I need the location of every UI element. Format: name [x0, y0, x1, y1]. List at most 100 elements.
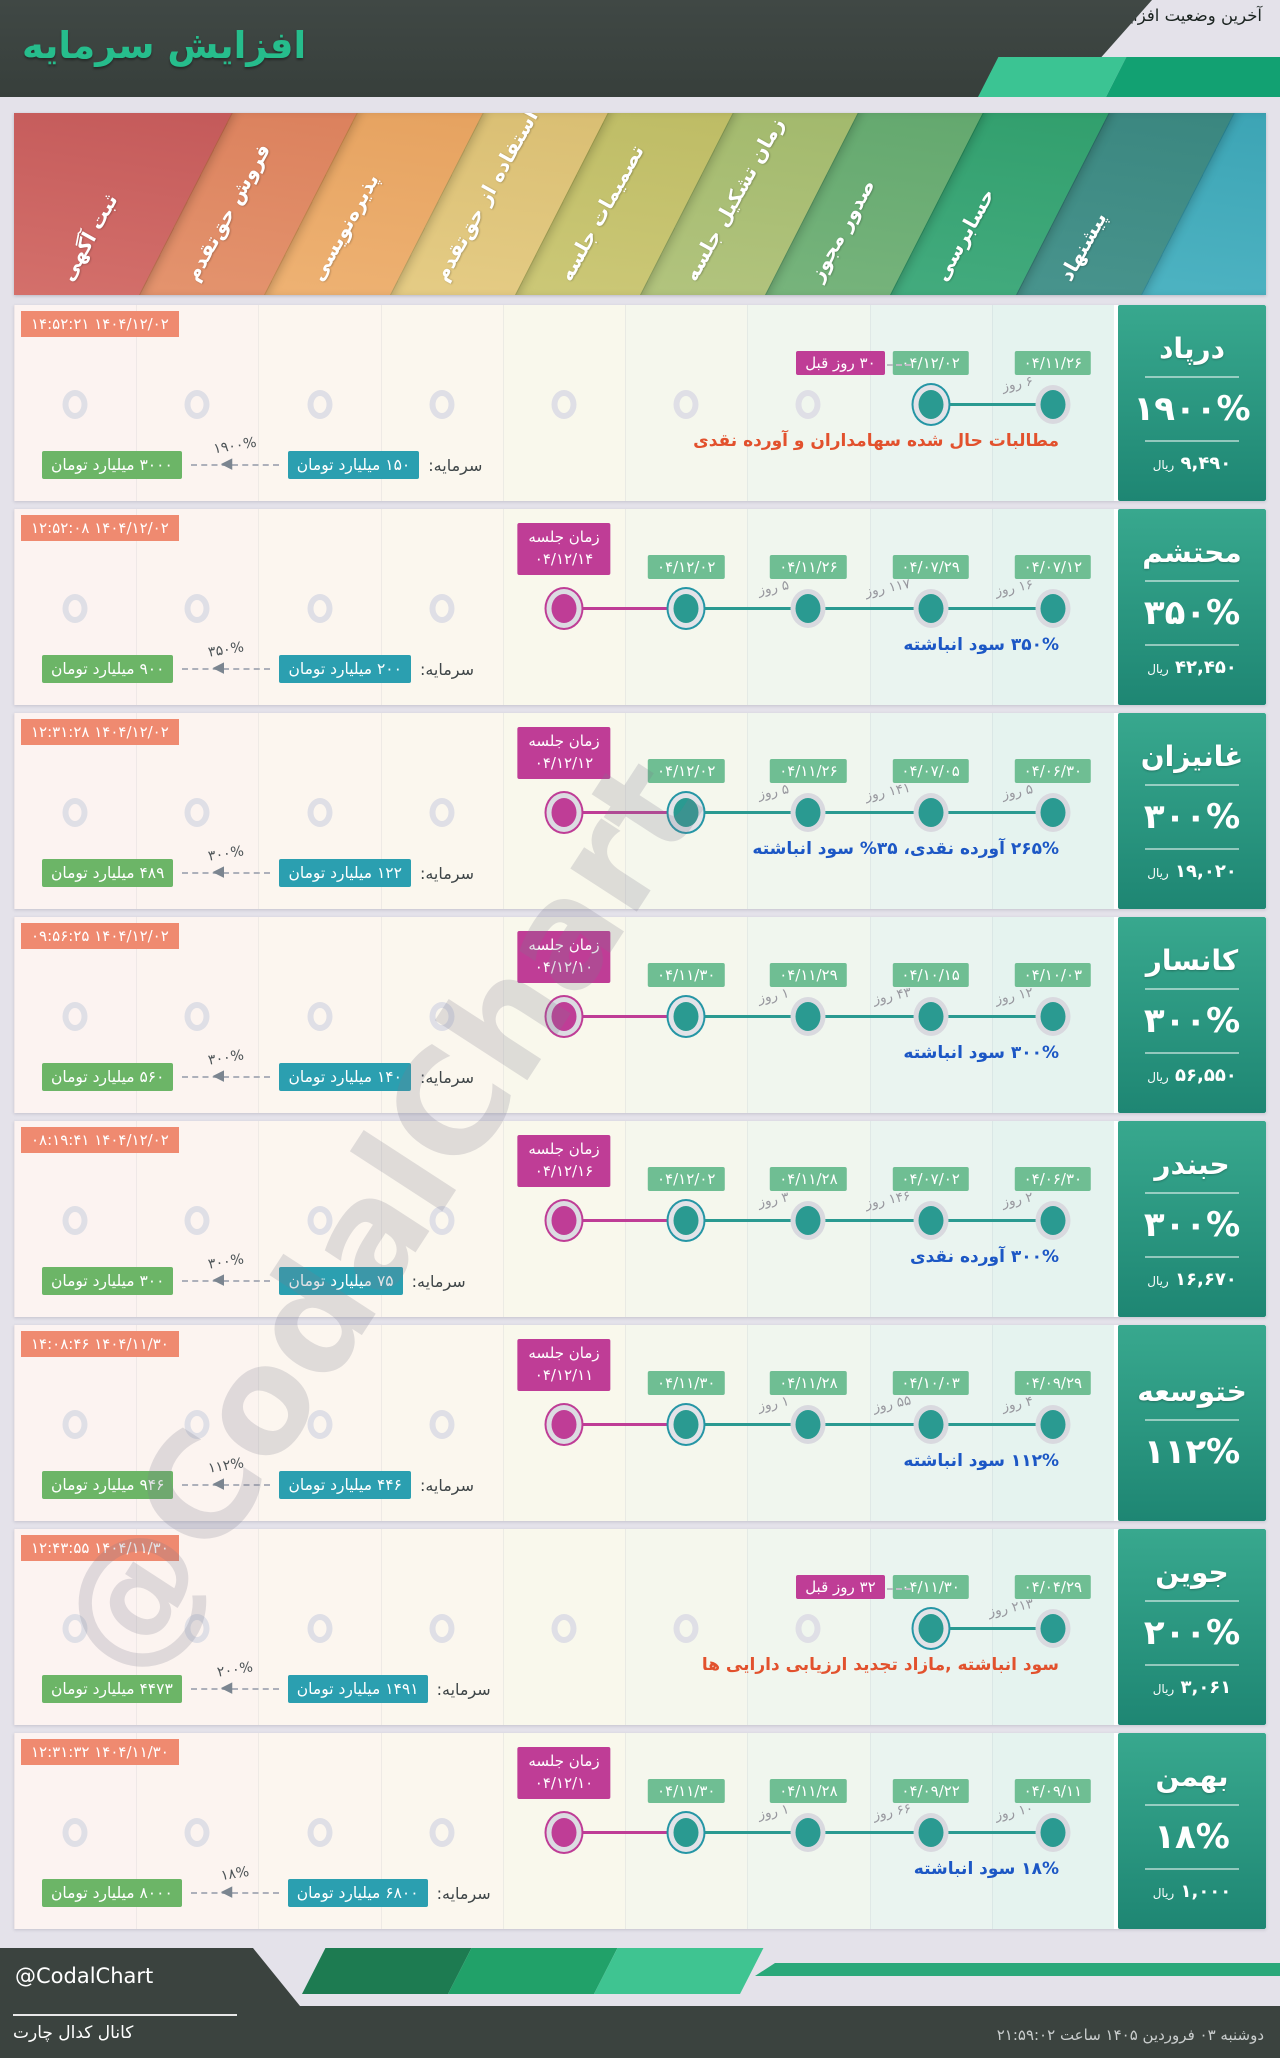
- meeting-date-badge: زمان جلسه ۰۴/۱۲/۱۰: [517, 1747, 611, 1799]
- event-date-badge: ۰۴/۱۱/۲۶: [770, 759, 847, 783]
- timeline-dot: [795, 1002, 821, 1031]
- event-date-badge: ۰۴/۰۷/۰۵: [892, 759, 969, 783]
- timeline-connector: ۴۳ روز: [808, 984, 931, 1018]
- timeline-dot: [918, 594, 944, 623]
- divider: [1145, 1804, 1239, 1806]
- company-row-hbandar: ۱۴۰۴/۱۲/۰۲ ۰۸:۱۹:۴۱ ۲ روز ۱۴۶ روز ۳ روز …: [14, 1121, 1266, 1317]
- timeline-dot: [795, 798, 821, 827]
- meeting-date-badge: زمان جلسه ۰۴/۱۲/۱۴: [517, 523, 611, 575]
- timeline-connector: ۱ روز: [686, 1393, 809, 1426]
- timeline-connector: ۳ روز: [686, 1189, 809, 1222]
- capital-change: سرمایه: ۱۴۹۱ میلیارد تومان ◀ ۲۰۰% ۴۴۷۳ می…: [42, 1659, 491, 1703]
- timeline-connector: ۱ روز: [686, 1801, 809, 1834]
- timeline-dot-active: [918, 1614, 944, 1643]
- capital-current-badge: ۱۴۰ میلیارد تومان: [279, 1063, 411, 1091]
- report-timestamp: ۱۴۰۴/۱۱/۳۰ ۱۲:۳۱:۳۲: [21, 1739, 179, 1765]
- event-date-badge: ۰۴/۱۱/۲۸: [770, 1167, 847, 1191]
- company-name: ختوسعه: [1137, 1374, 1247, 1408]
- company-name: جوین: [1155, 1556, 1229, 1589]
- empty-stage-dot: [184, 390, 210, 419]
- timeline-connector: ۲ روز: [930, 1189, 1053, 1222]
- meeting-date-badge: زمان جلسه ۰۴/۱۲/۱۶: [517, 1135, 611, 1187]
- event-date-badge: ۰۴/۰۶/۳۰: [1014, 1167, 1092, 1191]
- divider: [1145, 1052, 1239, 1054]
- event-date-badge: ۰۴/۱۲/۰۲: [647, 759, 725, 783]
- arrowhead-icon: ◀: [220, 454, 233, 472]
- footer-accent-shape: [448, 1948, 618, 1994]
- empty-stage-dot: [184, 1206, 210, 1235]
- empty-stage-dot: [307, 1410, 333, 1439]
- days-gap-label: ۱۴۱ روز: [864, 779, 913, 805]
- channel-name: کانال کدال چارت: [13, 2023, 134, 2043]
- capital-label: سرمایه:: [419, 1067, 475, 1087]
- empty-stage-dot: [429, 1614, 455, 1643]
- report-timestamp: ۱۴۰۴/۱۲/۰۲ ۱۴:۵۲:۲۱: [21, 311, 179, 337]
- increase-description: ۳۰۰% سود انباشته: [903, 1043, 1059, 1063]
- days-gap-label: ۶ روز: [1000, 373, 1035, 395]
- timeline-connector: ۱ روز: [686, 985, 809, 1018]
- divider: [1145, 848, 1239, 850]
- days-gap-label: ۶۶ روز: [871, 1800, 913, 1824]
- divider: [13, 2014, 237, 2016]
- timeline-connector: ۱۱۷ روز: [808, 576, 931, 610]
- report-timestamp: ۱۴۰۴/۱۲/۰۲ ۱۲:۳۱:۲۸: [21, 719, 179, 745]
- empty-stage-dot: [62, 390, 88, 419]
- event-date-badge: ۰۴/۱۱/۳۰: [647, 1779, 725, 1803]
- meeting-date-badge: زمان جلسه ۰۴/۱۲/۱۰: [517, 931, 611, 983]
- days-gap-label: ۱۲ روز: [993, 984, 1035, 1008]
- divider: [1145, 1664, 1239, 1666]
- empty-stage-dot: [551, 390, 577, 419]
- meeting-date-badge: زمان جلسه ۰۴/۱۲/۱۱: [517, 1339, 611, 1391]
- empty-stage-dot: [307, 1614, 333, 1643]
- empty-stage-dot: [429, 594, 455, 623]
- event-date-badge: ۰۴/۱۱/۳۰: [647, 963, 725, 987]
- days-gap-label: ۵ روز: [756, 577, 791, 599]
- timeline-connector: ۵ روز: [930, 781, 1053, 814]
- capital-change: سرمایه: ۱۲۲ میلیارد تومان ◀ ۳۰۰% ۴۸۹ میلی…: [42, 843, 474, 887]
- company-card: کانسار ۳۰۰% ۵۶,۵۵۰ ریال: [1118, 917, 1266, 1113]
- company-row-derpad: ۱۴۰۴/۱۲/۰۲ ۱۴:۵۲:۲۱ ۶ روز ۰۴/۱۱/۲۶ ۰۴/۱۲…: [14, 305, 1266, 501]
- meeting-dot: [551, 1002, 577, 1031]
- capital-change: سرمایه: ۱۴۰ میلیارد تومان ◀ ۳۰۰% ۵۶۰ میلی…: [42, 1047, 475, 1091]
- timeline-dot: [795, 594, 821, 623]
- increase-percent: ۳۰۰%: [1143, 1205, 1241, 1245]
- capital-change: سرمایه: ۷۵ میلیارد تومان ◀ ۳۰۰% ۳۰۰ میلیا…: [42, 1251, 466, 1295]
- capital-target-badge: ۸۰۰۰ میلیارد تومان: [42, 1879, 182, 1907]
- increase-percent: ۳۰۰%: [1143, 797, 1241, 837]
- capital-arrow: ◀ ۳۵۰%: [182, 639, 271, 675]
- days-ago-badge: ۳۲ روز قبل: [796, 1575, 912, 1599]
- days-gap-label: ۴۳ روز: [871, 984, 913, 1008]
- report-timestamp: ۱۴۰۴/۱۱/۳۰ ۱۴:۰۸:۴۶: [21, 1331, 179, 1357]
- capital-arrow: ◀ ۱۹۰۰%: [190, 435, 279, 471]
- share-price: ۱۹,۰۲۰ ریال: [1147, 861, 1237, 882]
- capital-percent-label: ۱۹۰۰%: [212, 434, 258, 458]
- arrowhead-icon: ◀: [220, 1882, 233, 1900]
- timeline-connector: ۱۶ روز: [930, 576, 1053, 610]
- timeline-dot-active: [673, 1002, 699, 1031]
- timeline-area: ۶ روز ۰۴/۱۱/۲۶ ۰۴/۱۲/۰۲ ۳۰ روز قبل مطالبا…: [14, 305, 1114, 501]
- timeline-connector: ۵ روز: [686, 577, 809, 610]
- timeline-dot: [1040, 798, 1066, 827]
- divider: [1145, 988, 1239, 990]
- capital-target-badge: ۹۴۶ میلیارد تومان: [42, 1471, 174, 1499]
- company-name: غانیزان: [1140, 740, 1244, 773]
- event-date-badge: ۰۴/۱۱/۲۹: [770, 963, 847, 987]
- capital-percent-label: ۳۰۰%: [207, 1251, 246, 1273]
- empty-stage-dot: [307, 594, 333, 623]
- event-date-badge: ۰۴/۱۱/۳۰: [892, 1575, 969, 1599]
- timeline-area: ۱۲ روز ۴۳ روز ۱ روز ۰۴/۱۰/۰۳ ۰۴/۱۰/۱۵ ۰۴…: [14, 917, 1114, 1113]
- company-card: ختوسعه ۱۱۲%: [1118, 1325, 1266, 1521]
- empty-stage-dot: [184, 1410, 210, 1439]
- header-accent-shape: [1106, 57, 1280, 97]
- footer-accent-bar: [755, 1963, 1280, 1976]
- event-date-badge: ۰۴/۱۱/۲۸: [770, 1779, 847, 1803]
- empty-stage-dot: [795, 390, 821, 419]
- timeline-connector: ۶۶ روز: [808, 1800, 931, 1834]
- timeline-area: ۱۶ روز ۱۱۷ روز ۵ روز ۰۴/۰۷/۱۲ ۰۴/۰۷/۲۹ ۰…: [14, 509, 1114, 705]
- event-date-badge: ۰۴/۱۲/۰۲: [892, 351, 969, 375]
- empty-stage-dot: [62, 1410, 88, 1439]
- share-price: ۹,۴۹۰ ریال: [1152, 453, 1232, 474]
- timeline-connector-meeting: [564, 1831, 687, 1834]
- timeline-connector-meeting: [564, 1015, 687, 1018]
- divider: [1145, 1868, 1239, 1870]
